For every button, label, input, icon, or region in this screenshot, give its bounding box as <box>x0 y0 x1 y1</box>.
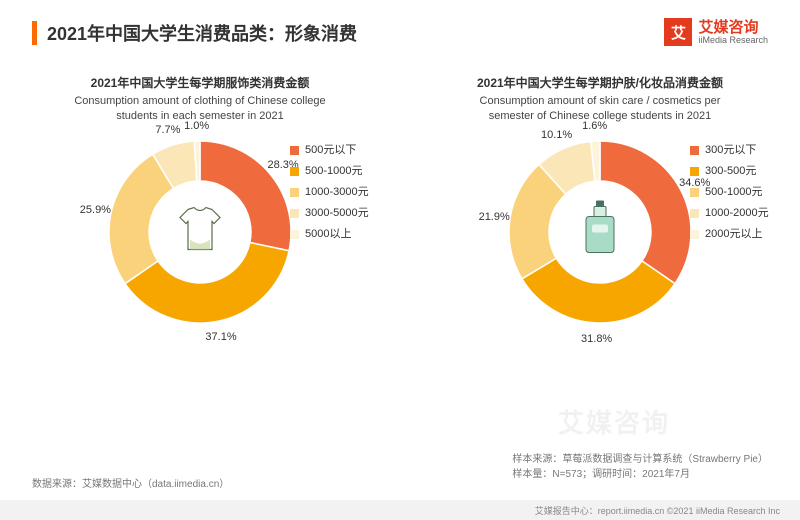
segment-percent-label: 21.9% <box>479 211 510 223</box>
legend-label: 300元以下 <box>705 140 756 161</box>
legend-row: 1000-2000元 <box>690 203 769 224</box>
legend-row: 3000-5000元 <box>290 203 369 224</box>
chart-title-cn: 2021年中国大学生每学期服饰类消费金额 <box>91 75 310 92</box>
chart-skincare: 2021年中国大学生每学期护肤/化妆品消费金额Consumption amoun… <box>400 75 800 440</box>
brand-name-cn: 艾媒咨询 <box>698 20 768 35</box>
legend-swatch <box>690 209 699 218</box>
footnote-sample-line1: 样本来源：草莓派数据调查与计算系统（Strawberry Pie） <box>512 452 768 467</box>
legend-swatch <box>690 188 699 197</box>
donut-segment <box>522 259 675 324</box>
legend-row: 300元以下 <box>690 140 769 161</box>
charts-area: 2021年中国大学生每学期服饰类消费金额Consumption amount o… <box>0 75 800 440</box>
legend-swatch <box>690 167 699 176</box>
segment-percent-label: 1.6% <box>582 120 607 132</box>
legend-label: 3000-5000元 <box>305 203 369 224</box>
logo-text-block: 艾媒咨询 iiMedia Research <box>698 20 768 45</box>
legend-skincare: 300元以下300-500元500-1000元1000-2000元2000元以上 <box>690 140 769 244</box>
legend-swatch <box>290 188 299 197</box>
segment-percent-label: 37.1% <box>205 331 236 343</box>
legend-clothing: 500元以下500-1000元1000-3000元3000-5000元5000以… <box>290 140 369 244</box>
segment-percent-label: 7.7% <box>155 124 180 136</box>
segment-percent-label: 31.8% <box>581 333 612 345</box>
footnote-sample: 样本来源：草莓派数据调查与计算系统（Strawberry Pie） 样本量：N=… <box>512 452 768 482</box>
legend-label: 5000以上 <box>305 224 351 245</box>
legend-swatch <box>290 167 299 176</box>
footnote-source: 数据来源：艾媒数据中心（data.iimedia.cn） <box>32 475 229 490</box>
legend-label: 1000-3000元 <box>305 182 369 203</box>
legend-swatch <box>290 209 299 218</box>
legend-label: 500元以下 <box>305 140 356 161</box>
title-accent-bar <box>32 21 37 45</box>
chart-title-cn: 2021年中国大学生每学期护肤/化妆品消费金额 <box>477 75 723 92</box>
legend-row: 500-1000元 <box>290 161 369 182</box>
donut-clothing: 28.3%37.1%25.9%7.7%1.0% <box>105 137 295 327</box>
legend-swatch <box>290 230 299 239</box>
logo-mark: 艾 <box>664 18 692 46</box>
legend-row: 1000-3000元 <box>290 182 369 203</box>
legend-swatch <box>290 146 299 155</box>
footnote-sample-line2: 样本量：N=573；调研时间：2021年7月 <box>512 467 768 482</box>
segment-percent-label: 10.1% <box>541 129 572 141</box>
chart-clothing: 2021年中国大学生每学期服饰类消费金额Consumption amount o… <box>0 75 400 440</box>
segment-percent-label: 1.0% <box>184 120 209 132</box>
donut-skincare: 34.6%31.8%21.9%10.1%1.6% <box>505 137 695 327</box>
legend-label: 500-1000元 <box>305 161 363 182</box>
legend-label: 300-500元 <box>705 161 756 182</box>
legend-row: 2000元以上 <box>690 224 769 245</box>
legend-label: 1000-2000元 <box>705 203 769 224</box>
legend-label: 500-1000元 <box>705 182 763 203</box>
legend-row: 500-1000元 <box>690 182 769 203</box>
legend-row: 500元以下 <box>290 140 369 161</box>
perfume-icon <box>572 199 628 266</box>
segment-percent-label: 25.9% <box>80 204 111 216</box>
legend-label: 2000元以上 <box>705 224 762 245</box>
legend-row: 5000以上 <box>290 224 369 245</box>
page-title: 2021年中国大学生消费品类：形象消费 <box>47 20 357 46</box>
footer-text: 艾媒报告中心：report.iimedia.cn ©2021 iiMedia R… <box>535 504 780 517</box>
legend-swatch <box>690 230 699 239</box>
brand-name-en: iiMedia Research <box>698 35 768 45</box>
watermark: 艾媒咨询 <box>558 403 670 440</box>
header: 2021年中国大学生消费品类：形象消费 <box>32 20 768 46</box>
footer-bar: 艾媒报告中心：report.iimedia.cn ©2021 iiMedia R… <box>0 500 800 520</box>
tshirt-icon <box>170 200 230 265</box>
legend-swatch <box>690 146 699 155</box>
legend-row: 300-500元 <box>690 161 769 182</box>
brand-logo: 艾 艾媒咨询 iiMedia Research <box>664 18 768 46</box>
